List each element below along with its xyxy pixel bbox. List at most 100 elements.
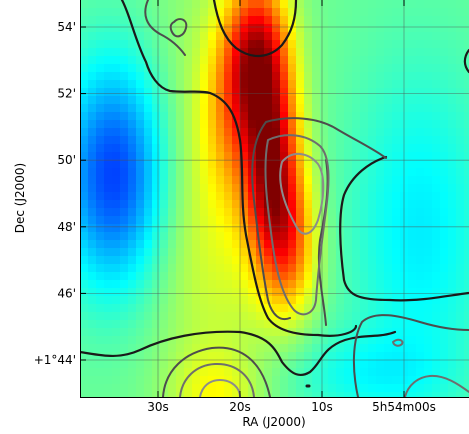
heatmap-cell	[80, 200, 89, 209]
heatmap-cell	[328, 64, 337, 73]
heatmap-cell	[280, 112, 289, 121]
heatmap-cell	[392, 176, 401, 185]
heatmap-cell	[296, 112, 305, 121]
heatmap-cell	[144, 104, 153, 113]
heatmap-cell	[344, 72, 353, 81]
heatmap-cell	[344, 376, 353, 385]
heatmap-cell	[136, 144, 145, 153]
heatmap-cell	[208, 192, 217, 201]
heatmap-cell	[80, 128, 89, 137]
heatmap-cell	[352, 0, 361, 9]
heatmap-cell	[208, 24, 217, 33]
heatmap-cell	[136, 368, 145, 377]
heatmap-cell	[224, 296, 233, 305]
heatmap-cell	[128, 0, 137, 9]
heatmap-cell	[384, 176, 393, 185]
heatmap-cell	[456, 128, 465, 137]
heatmap-cell	[200, 120, 209, 129]
heatmap-cell	[448, 128, 457, 137]
heatmap-cell	[240, 120, 249, 129]
heatmap-cell	[424, 328, 433, 337]
heatmap-cell	[152, 144, 161, 153]
heatmap-cell	[320, 264, 329, 273]
heatmap-cell	[216, 72, 225, 81]
heatmap-cell	[136, 240, 145, 249]
heatmap-cell	[272, 392, 281, 397]
heatmap-cell	[152, 176, 161, 185]
heatmap-cell	[80, 88, 89, 97]
heatmap-cell	[456, 32, 465, 41]
heatmap-cell	[272, 96, 281, 105]
heatmap-cell	[336, 80, 345, 89]
heatmap-cell	[464, 80, 469, 89]
heatmap-cell	[328, 72, 337, 81]
heatmap-cell	[264, 120, 273, 129]
heatmap-cell	[456, 224, 465, 233]
heatmap-cell	[280, 104, 289, 113]
heatmap-cell	[368, 328, 377, 337]
heatmap-cell	[232, 56, 241, 65]
heatmap-cell	[296, 312, 305, 321]
heatmap-cell	[320, 184, 329, 193]
heatmap-cell	[384, 168, 393, 177]
heatmap-cell	[320, 352, 329, 361]
heatmap-cell	[88, 256, 97, 265]
heatmap-cell	[96, 64, 105, 73]
heatmap-cell	[384, 376, 393, 385]
heatmap-cell	[272, 24, 281, 33]
heatmap-cell	[288, 232, 297, 241]
heatmap-cell	[296, 168, 305, 177]
heatmap-cell	[80, 224, 89, 233]
heatmap-cell	[312, 200, 321, 209]
heatmap-cell	[360, 144, 369, 153]
heatmap-cell	[352, 112, 361, 121]
heatmap-cell	[184, 240, 193, 249]
heatmap-cell	[136, 168, 145, 177]
heatmap-cell	[416, 144, 425, 153]
heatmap-cell	[80, 280, 89, 289]
heatmap-cell	[408, 312, 417, 321]
heatmap-cell	[456, 280, 465, 289]
heatmap-cell	[464, 168, 469, 177]
heatmap-cell	[264, 72, 273, 81]
heatmap-cell	[408, 320, 417, 329]
heatmap-cell	[144, 320, 153, 329]
heatmap-cell	[384, 328, 393, 337]
heatmap-cell	[392, 288, 401, 297]
heatmap-cell	[448, 144, 457, 153]
heatmap-cell	[232, 360, 241, 369]
heatmap-cell	[440, 272, 449, 281]
heatmap-cell	[392, 16, 401, 25]
heatmap-cell	[448, 232, 457, 241]
heatmap-cell	[152, 272, 161, 281]
heatmap-cell	[448, 96, 457, 105]
heatmap-cell	[288, 48, 297, 57]
heatmap-cell	[136, 48, 145, 57]
heatmap-cell	[424, 80, 433, 89]
heatmap-cell	[264, 64, 273, 73]
heatmap-cell	[296, 0, 305, 9]
heatmap-cell	[344, 32, 353, 41]
heatmap-cell	[272, 192, 281, 201]
heatmap-cell	[224, 392, 233, 397]
heatmap-cell	[456, 392, 465, 397]
heatmap-cell	[416, 168, 425, 177]
heatmap-cell	[120, 296, 129, 305]
heatmap-cell	[80, 296, 89, 305]
heatmap-cell	[360, 232, 369, 241]
heatmap-cell	[136, 0, 145, 9]
heatmap-cell	[104, 56, 113, 65]
heatmap-cell	[408, 168, 417, 177]
heatmap-cell	[424, 8, 433, 17]
heatmap-cell	[96, 56, 105, 65]
heatmap-cell	[208, 352, 217, 361]
heatmap-cell	[336, 128, 345, 137]
heatmap-cell	[416, 200, 425, 209]
heatmap-cell	[376, 304, 385, 313]
heatmap-cell	[392, 248, 401, 257]
heatmap-cell	[136, 288, 145, 297]
heatmap-cell	[256, 160, 265, 169]
heatmap-cell	[416, 8, 425, 17]
heatmap-cell	[408, 88, 417, 97]
